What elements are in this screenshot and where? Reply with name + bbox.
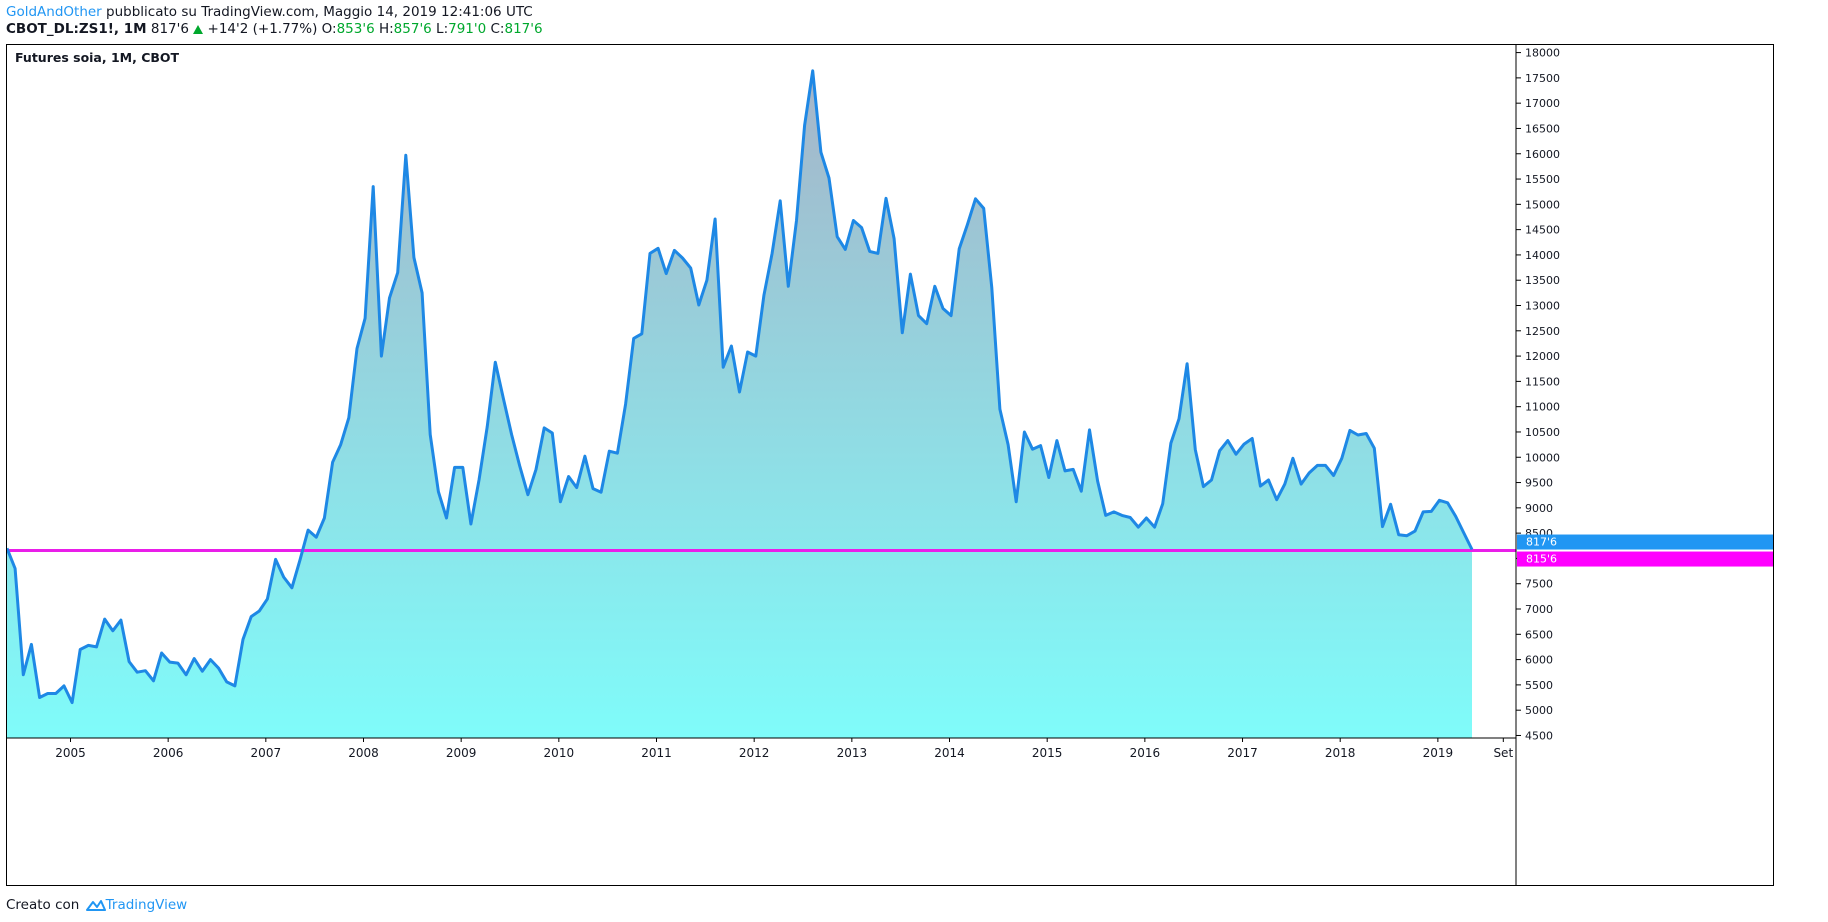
y-tick-label: 9000 — [1525, 502, 1553, 515]
x-tick-label: 2016 — [1130, 746, 1161, 760]
y-tick-label: 16000 — [1525, 148, 1560, 161]
up-triangle-icon — [193, 25, 204, 34]
tradingview-logo-icon — [85, 900, 106, 911]
price-area-fill — [7, 70, 1472, 739]
y-tick-label: 17500 — [1525, 72, 1560, 85]
x-tick-label: 2010 — [544, 746, 575, 760]
x-tick-label: 2009 — [446, 746, 477, 760]
y-tick-label: 14000 — [1525, 249, 1560, 262]
y-tick-label: 18000 — [1525, 47, 1560, 60]
y-tick-label: 7500 — [1525, 578, 1553, 591]
quote-line: CBOT_DL:ZS1!, 1M 817'6 +14'2 (+1.77%) O:… — [6, 21, 543, 37]
x-tick-label: 2014 — [934, 746, 965, 760]
y-tick-label: 5500 — [1525, 679, 1553, 692]
low-value: 791'0 — [448, 21, 487, 37]
open-value: 853'6 — [336, 21, 375, 37]
line-price-tag — [1517, 551, 1773, 567]
publication-line: GoldAndOther pubblicato su TradingView.c… — [6, 4, 533, 20]
y-tick-label: 12000 — [1525, 350, 1560, 363]
x-tick-label: 2012 — [739, 746, 770, 760]
x-tick-label: 2008 — [348, 746, 379, 760]
x-tick-label: Set — [1493, 746, 1513, 760]
x-tick-label: 2019 — [1423, 746, 1454, 760]
x-tick-label: 2007 — [251, 746, 282, 760]
y-tick-label: 17000 — [1525, 97, 1560, 110]
footer-prefix: Creato con — [6, 897, 80, 913]
x-tick-label: 2013 — [837, 746, 868, 760]
x-tick-label: 2006 — [153, 746, 184, 760]
line-price-tag-label: 815'6 — [1526, 553, 1557, 566]
low-label: L: — [436, 21, 449, 37]
chart-frame: 2005 2006 2007 2008 2009 2010 2011 2012 2013 2014… — [6, 44, 1774, 886]
price-line — [7, 69, 1474, 705]
x-tick-label: 2011 — [641, 746, 672, 760]
footer: Creato con TradingView — [6, 897, 187, 913]
y-tick-label: 15500 — [1525, 173, 1560, 186]
y-tick-label: 13000 — [1525, 300, 1560, 313]
author-link[interactable]: GoldAndOther — [6, 4, 102, 20]
y-tick-label: 6000 — [1525, 654, 1553, 667]
y-tick-label: 11500 — [1525, 375, 1560, 388]
y-tick-label: 14500 — [1525, 224, 1560, 237]
x-tick-label: 2018 — [1325, 746, 1356, 760]
high-value: 857'6 — [393, 21, 432, 37]
x-tick-label: 2015 — [1032, 746, 1063, 760]
y-tick-label: 6500 — [1525, 628, 1553, 641]
chart-title: Futures soia, 1M, CBOT — [15, 50, 180, 65]
y-tick-label: 10000 — [1525, 451, 1560, 464]
last-price: 817'6 — [150, 21, 189, 37]
price-chart[interactable]: 2005 2006 2007 2008 2009 2010 2011 2012 2013 2014… — [7, 45, 1773, 885]
publication-info: pubblicato su TradingView.com, Maggio 14… — [106, 4, 533, 20]
symbol-label: CBOT_DL:ZS1!, 1M — [6, 21, 147, 37]
x-tick-label: 2017 — [1227, 746, 1258, 760]
high-label: H: — [378, 21, 394, 37]
y-tick-label: 4500 — [1525, 729, 1553, 742]
price-change: +14'2 (+1.77%) — [207, 21, 318, 37]
open-label: O: — [321, 21, 337, 37]
tradingview-link[interactable]: TradingView — [105, 897, 188, 913]
y-tick-label: 13500 — [1525, 274, 1560, 287]
x-tick-label: 2005 — [55, 746, 86, 760]
y-tick-label: 16500 — [1525, 122, 1560, 135]
y-tick-label: 9500 — [1525, 477, 1553, 490]
last-price-tag-label: 817'6 — [1526, 536, 1557, 549]
y-tick-label: 11000 — [1525, 401, 1560, 414]
y-tick-label: 10500 — [1525, 426, 1560, 439]
y-tick-label: 7000 — [1525, 603, 1553, 616]
close-value: 817'6 — [504, 21, 543, 37]
y-tick-label: 5000 — [1525, 704, 1553, 717]
last-price-tag — [1517, 534, 1773, 550]
y-tick-label: 12500 — [1525, 325, 1560, 338]
y-tick-label: 15000 — [1525, 198, 1560, 211]
close-label: C: — [490, 21, 505, 37]
